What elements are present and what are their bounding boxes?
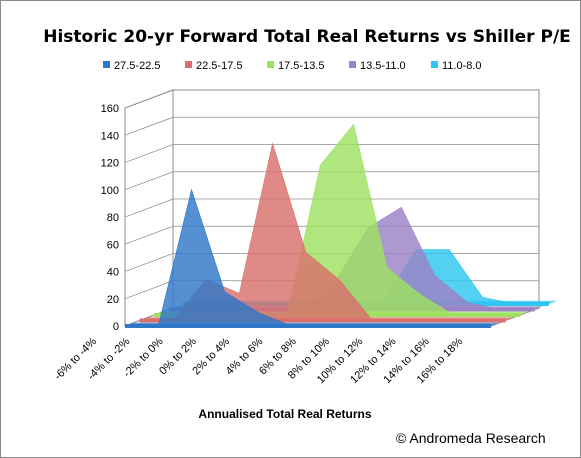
legend-swatch <box>267 61 274 68</box>
series-27.5-22.5 <box>125 188 500 328</box>
legend-swatch <box>431 61 438 68</box>
y-tick-label: 120 <box>101 158 119 170</box>
gridline <box>124 116 539 136</box>
gridline <box>124 198 539 218</box>
y-tick-label: 20 <box>107 294 119 306</box>
y-tick-label: 80 <box>107 212 119 224</box>
legend-label: 17.5-13.5 <box>278 60 324 72</box>
y-tick-labels: 0 20 40 60 80 100 120 140 160 <box>101 103 119 333</box>
legend-item: 11.0-8.0 <box>431 60 482 72</box>
legend-item: 13.5-11.0 <box>349 60 406 72</box>
series-areas <box>125 123 558 328</box>
y-tick-label: 60 <box>107 239 119 251</box>
gridline <box>124 89 539 109</box>
gridline <box>124 144 539 163</box>
gridline <box>124 171 539 191</box>
y-tick-label: 140 <box>101 130 119 142</box>
legend-item: 22.5-17.5 <box>185 60 242 72</box>
y-tick-label: 160 <box>101 103 119 115</box>
y-tick-label: 100 <box>101 185 119 197</box>
legend-item: 17.5-13.5 <box>267 60 324 72</box>
legend-label: 11.0-8.0 <box>442 60 482 72</box>
gridline <box>124 225 539 245</box>
chart-title: Historic 20-yr Forward Total Real Return… <box>43 27 571 47</box>
legend: 27.5-22.5 22.5-17.5 17.5-13.5 13.5-11.0 11.0… <box>103 60 482 72</box>
series-area <box>125 188 491 327</box>
y-tick-label: 0 <box>113 321 119 333</box>
legend-label: 22.5-17.5 <box>196 60 242 72</box>
legend-label: 27.5-22.5 <box>114 60 160 72</box>
legend-label: 13.5-11.0 <box>360 60 406 72</box>
credit-text: © Andromeda Research <box>396 430 546 446</box>
x-tick-labels: -6% to -4%-4% to -2%-2% to 0%0% to 2%2% … <box>52 335 465 386</box>
y-tick-label: 40 <box>107 267 119 279</box>
legend-swatch <box>185 61 192 68</box>
legend-swatch <box>349 61 356 68</box>
x-axis-title: Annualised Total Real Returns <box>198 407 371 421</box>
legend-item: 27.5-22.5 <box>103 60 160 72</box>
legend-swatch <box>103 61 110 68</box>
